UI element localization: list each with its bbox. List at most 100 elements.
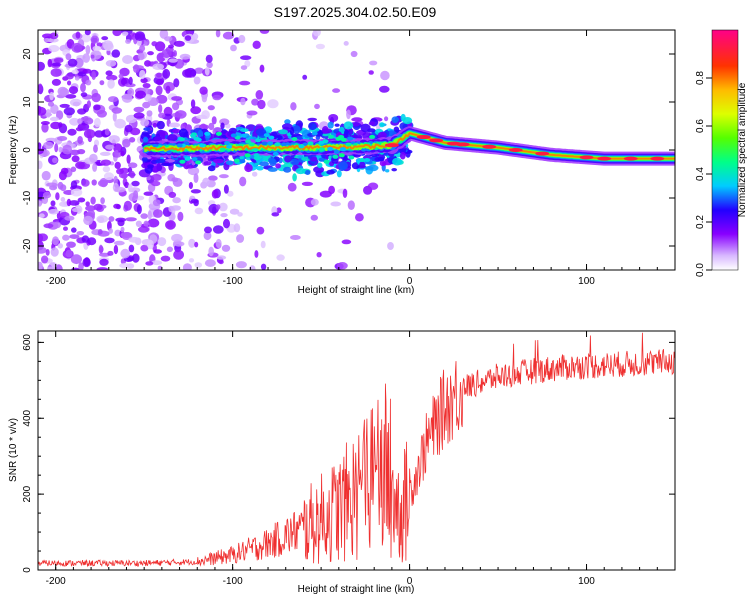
heatmap-cell	[259, 161, 269, 167]
heatmap-cell	[313, 166, 325, 174]
heatmap-cell	[188, 182, 193, 189]
heatmap-cell	[211, 116, 217, 125]
heatmap-cell	[278, 129, 288, 135]
heatmap-cell	[103, 172, 114, 181]
heatmap-spot	[359, 158, 366, 162]
heatmap-cell	[271, 212, 280, 217]
heatmap-cell	[129, 170, 135, 179]
heatmap-spot	[348, 155, 355, 160]
heatmap-cell	[107, 250, 114, 256]
heatmap-cell	[60, 197, 66, 202]
heatmap-cell	[220, 213, 228, 218]
snr-ticks: -200 -100 0 100 0 200 400 600	[22, 331, 676, 587]
heatmap-cell	[65, 94, 77, 99]
heatmap-cell	[45, 109, 52, 118]
heatmap-peak	[623, 156, 638, 161]
heatmap-peak	[482, 144, 497, 149]
heatmap-cell	[223, 218, 230, 229]
heatmap-cell	[151, 174, 162, 181]
heatmap-cell	[379, 85, 390, 93]
heatmap-cell	[267, 167, 278, 172]
heatmap-cell	[80, 82, 86, 93]
heatmap-cell	[67, 128, 77, 136]
heatmap-cell	[130, 127, 141, 136]
heatmap-spot	[224, 141, 231, 145]
heatmap-cell	[101, 36, 109, 41]
colorbar-ticks: 0.0 0.2 0.4 0.6 0.8	[695, 71, 712, 277]
heatmap-cell	[67, 58, 78, 67]
snr-ylabel: SNR (10 * v/v)	[8, 418, 19, 482]
heatmap-cell	[108, 228, 113, 234]
snr-ytick-label: 0	[22, 567, 33, 573]
heatmap-cell	[139, 45, 146, 52]
heatmap-cell	[185, 164, 195, 169]
heatmap-spot	[261, 141, 268, 146]
heatmap-cell	[98, 244, 104, 254]
heatmap-cell	[336, 170, 342, 178]
heatmap-cell	[182, 263, 192, 270]
heatmap-cell	[97, 229, 103, 235]
heatmap-cell	[43, 141, 54, 149]
heatmap-peak	[384, 143, 399, 148]
colorbar-tick-label: 0.6	[695, 119, 706, 133]
heatmap-spot	[291, 137, 298, 141]
heatmap-cell	[174, 110, 187, 119]
heatmap-spot	[333, 149, 340, 154]
heatmap-cell	[216, 255, 227, 260]
heatmap-cell	[52, 157, 58, 164]
heatmap-cell	[77, 118, 83, 125]
heatmap-spot	[318, 140, 325, 145]
heatmap-cell	[379, 122, 385, 128]
heatmap-cell	[100, 159, 111, 166]
heatmap-cell	[105, 144, 115, 150]
colorbar-gradient	[711, 29, 739, 271]
heatmap-cell	[85, 201, 90, 207]
colorbar-tick-label: 0.0	[695, 263, 706, 277]
spectrogram-xtick-label: -200	[46, 276, 66, 287]
colorbar-tick-label: 0.4	[695, 167, 706, 181]
heatmap-cell	[49, 91, 54, 101]
heatmap-cell	[85, 45, 91, 55]
heatmap-cell	[327, 121, 334, 129]
heatmap-cell	[215, 238, 222, 249]
colorbar-tick-label: 0.2	[695, 215, 706, 229]
heatmap-cell	[124, 83, 136, 88]
spectrogram-xtick-label: 0	[407, 276, 413, 287]
heatmap-cell	[39, 213, 45, 219]
heatmap-cell	[196, 114, 208, 120]
heatmap-cell	[244, 60, 251, 68]
heatmap-cell	[168, 191, 177, 198]
heatmap-cell	[301, 181, 313, 186]
heatmap-cell	[135, 220, 142, 227]
heatmap-cell	[240, 97, 246, 106]
heatmap-cell	[193, 199, 199, 207]
heatmap-cell	[152, 63, 164, 70]
heatmap-cell	[155, 85, 163, 96]
heatmap-cell	[99, 258, 109, 266]
snr-ytick-label: 400	[22, 409, 33, 426]
heatmap-cell	[94, 117, 101, 128]
heatmap-cell	[312, 30, 321, 37]
heatmap-cell	[127, 183, 133, 193]
heatmap-cell	[203, 231, 212, 241]
heatmap-cell	[76, 59, 83, 65]
heatmap-cell	[70, 188, 83, 197]
heatmap-cell	[368, 70, 374, 75]
heatmap-cell	[124, 181, 130, 189]
heatmap-cell	[143, 127, 151, 131]
heatmap-cell	[194, 241, 199, 248]
heatmap-cell	[86, 100, 91, 108]
heatmap-cell	[66, 198, 72, 207]
colorbar: 0.0 0.2 0.4 0.6 0.8 Normalized spectral ampl…	[695, 29, 748, 277]
heatmap-cell	[172, 197, 181, 204]
heatmap-cell	[90, 35, 100, 44]
heatmap-cell	[168, 205, 174, 213]
spectrogram-ytick-label: -20	[22, 238, 33, 253]
heatmap-cell	[92, 45, 102, 52]
heatmap-cell	[359, 161, 366, 168]
heatmap-cell	[135, 90, 147, 99]
heatmap-cell	[367, 182, 379, 190]
heatmap-cell	[260, 240, 266, 249]
